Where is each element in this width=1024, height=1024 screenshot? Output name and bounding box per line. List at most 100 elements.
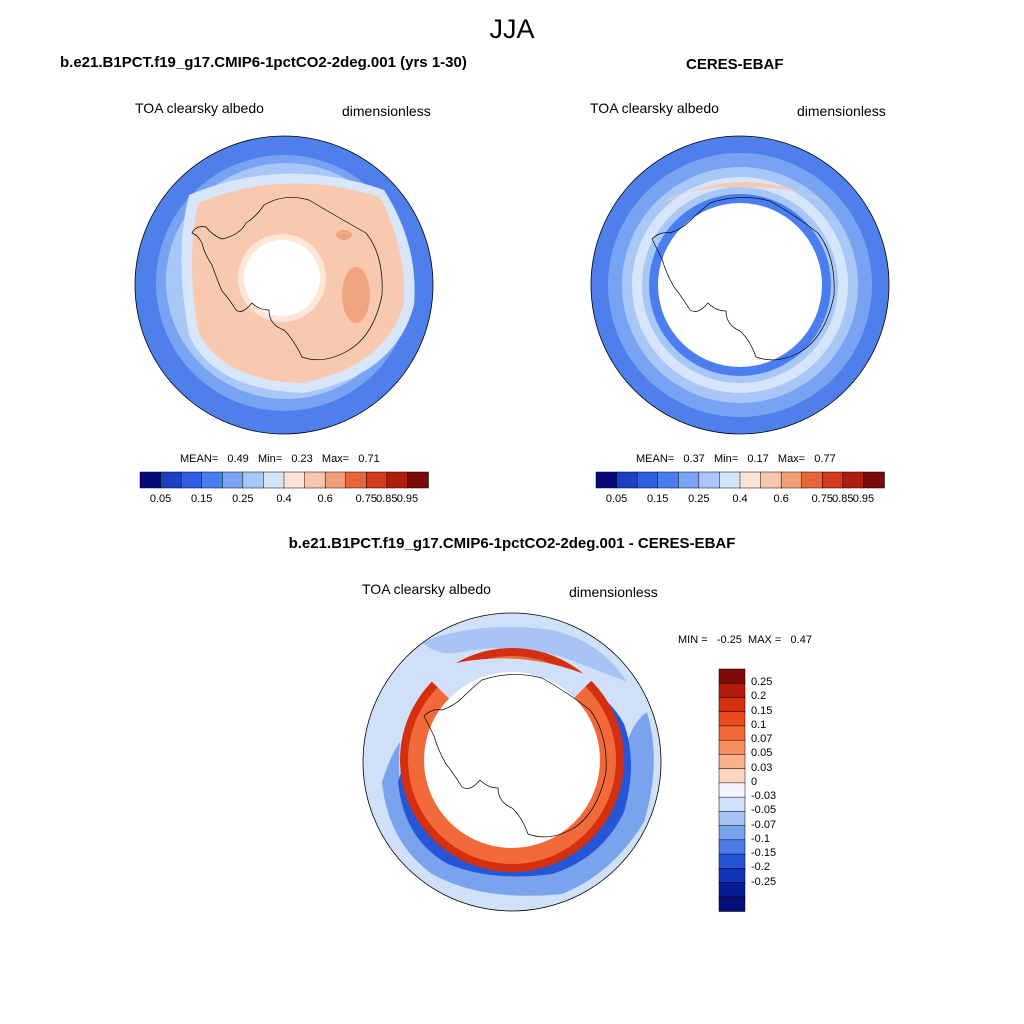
obs-colorbar-swatch [863, 471, 885, 489]
obs-colorbar-tick-label: 0.25 [688, 493, 710, 505]
model-colorbar-swatch [304, 471, 326, 489]
model-panel-title: b.e21.B1PCT.f19_g17.CMIP6-1pctCO2-2deg.0… [60, 54, 467, 71]
diff-coastline [423, 674, 607, 838]
model-colorbar-swatch [283, 471, 306, 489]
diff-colorbar-tick-label: 0 [751, 775, 758, 788]
model-colorbar-tick-label: 0.05 [149, 493, 172, 505]
obs-colorbar-swatch [657, 471, 680, 489]
diff-missing-data [424, 672, 600, 848]
obs-mean-value: 0.37 [683, 453, 705, 465]
obs-max-value: 0.77 [814, 453, 836, 465]
obs-colorbar-swatch [801, 471, 824, 489]
model-colorbar-swatch [242, 471, 265, 489]
diff-colorbar-tick-label: -0.25 [751, 875, 777, 888]
obs-colorbar-swatch [616, 471, 638, 489]
obs-colorbar-tick-label: 0.85 [832, 493, 854, 505]
obs-colorbar-tick-label: 0.6 [773, 493, 789, 505]
model-colorbar-swatch [324, 471, 347, 489]
obs-colorbar-swatch [678, 471, 700, 489]
obs-colorbar-swatch [780, 471, 803, 489]
model-min-label: Min= [257, 453, 283, 465]
obs-colorbar-tick-label: 0.4 [732, 493, 748, 505]
diff-colorbar-tick-label: 0.15 [751, 704, 773, 717]
model-min-value: 0.23 [291, 453, 313, 465]
obs-colorbar-swatch [822, 471, 844, 489]
diff-colorbar-swatch [718, 896, 746, 912]
diff-colorbar-swatch [718, 739, 746, 756]
diff-min-value: -0.25 [716, 634, 742, 646]
obs-min-value: 0.17 [747, 453, 769, 465]
diff-colorbar-tick-label: -0.07 [751, 818, 777, 831]
obs-polar-map [590, 135, 890, 435]
diff-negative-arc [422, 626, 627, 682]
model-colorbar-swatch [345, 471, 368, 489]
obs-coastline [651, 197, 835, 361]
model-mean-value: 0.49 [227, 453, 249, 465]
obs-colorbar-swatch [760, 471, 782, 489]
model-colorbar-tick-label: 0.95 [396, 493, 419, 505]
diff-colorbar-swatch [718, 839, 746, 855]
model-colorbar [139, 471, 429, 489]
model-units-label: dimensionless [342, 103, 431, 119]
model-mean-label: MEAN= [180, 453, 219, 465]
diff-colorbar-tick-label: -0.15 [751, 847, 777, 860]
obs-colorbar-swatch [739, 471, 762, 489]
diff-colorbar-tick-label: 0.2 [751, 690, 767, 703]
diff-colorbar-swatch [718, 682, 746, 699]
diff-colorbar-swatch [718, 725, 746, 741]
obs-colorbar-tick-label: 0.15 [646, 493, 669, 505]
diff-colorbar-tick-label: -0.03 [751, 790, 777, 803]
obs-colorbar-tick-label: 0.75 [811, 493, 833, 505]
model-colorbar-tick-label: 0.25 [232, 493, 254, 505]
diff-max-label: MAX = [748, 634, 782, 646]
diff-colorbar-swatch [718, 882, 746, 898]
model-stats: MEAN= 0.49 Min= 0.23 Max= 0.71 [180, 453, 380, 465]
obs-max-label: Max= [777, 453, 806, 465]
diff-colorbar-swatch [718, 668, 746, 684]
diff-colorbar-swatch [718, 697, 746, 713]
model-colorbar-swatch [222, 471, 244, 489]
model-max-label: Max= [321, 453, 350, 465]
obs-variable-label: TOA clearsky albedo [590, 100, 719, 116]
diff-units-label: dimensionless [569, 584, 658, 600]
diff-colorbar-swatch [718, 754, 746, 770]
model-colorbar-swatch [407, 471, 429, 489]
diff-colorbar-tick-label: 0.03 [751, 761, 773, 774]
diff-colorbar-tick-label: -0.1 [751, 832, 770, 845]
diff-colorbar-swatch [718, 711, 746, 727]
obs-missing-data [658, 203, 822, 367]
obs-units-label: dimensionless [797, 103, 886, 119]
diff-colorbar-swatch [718, 868, 746, 884]
obs-min-label: Min= [713, 453, 739, 465]
figure-title: JJA [489, 14, 535, 44]
diff-colorbar-swatch [718, 825, 746, 841]
model-colorbar-tick-label: 0.75 [355, 493, 377, 505]
model-colorbar-swatch [263, 471, 285, 489]
model-colorbar-tick-label: 0.15 [190, 493, 213, 505]
diff-colorbar-tick-label: 0.25 [751, 676, 773, 689]
diff-colorbar-swatch [718, 853, 746, 870]
diff-colorbar-swatch [718, 782, 746, 798]
diff-colorbar-tick-label: 0.07 [751, 733, 773, 746]
model-coastline [191, 197, 383, 361]
diff-colorbar-swatch [718, 768, 746, 784]
model-colorbar-swatch [139, 471, 162, 489]
diff-colorbar-tick-label: 0.05 [751, 747, 773, 760]
model-missing-data [244, 240, 320, 316]
diff-colorbar-tick-label: -0.2 [751, 861, 770, 874]
obs-colorbar-swatch [636, 471, 659, 489]
obs-map-border [590, 135, 890, 435]
obs-mean-label: MEAN= [636, 453, 675, 465]
diff-colorbar-swatch [718, 796, 746, 813]
obs-colorbar-tick-label: 0.05 [605, 493, 628, 505]
model-map-border [134, 135, 434, 435]
model-colorbar-tick-label: 0.6 [317, 493, 333, 505]
model-high-patch-2 [336, 230, 352, 240]
obs-colorbar-swatch [719, 471, 741, 489]
model-colorbar-swatch [160, 471, 182, 489]
model-colorbar-swatch [201, 471, 224, 489]
diff-map-border [362, 612, 662, 912]
model-polar-map [134, 135, 434, 435]
model-colorbar-swatch [386, 471, 409, 489]
diff-colorbar [718, 668, 746, 912]
